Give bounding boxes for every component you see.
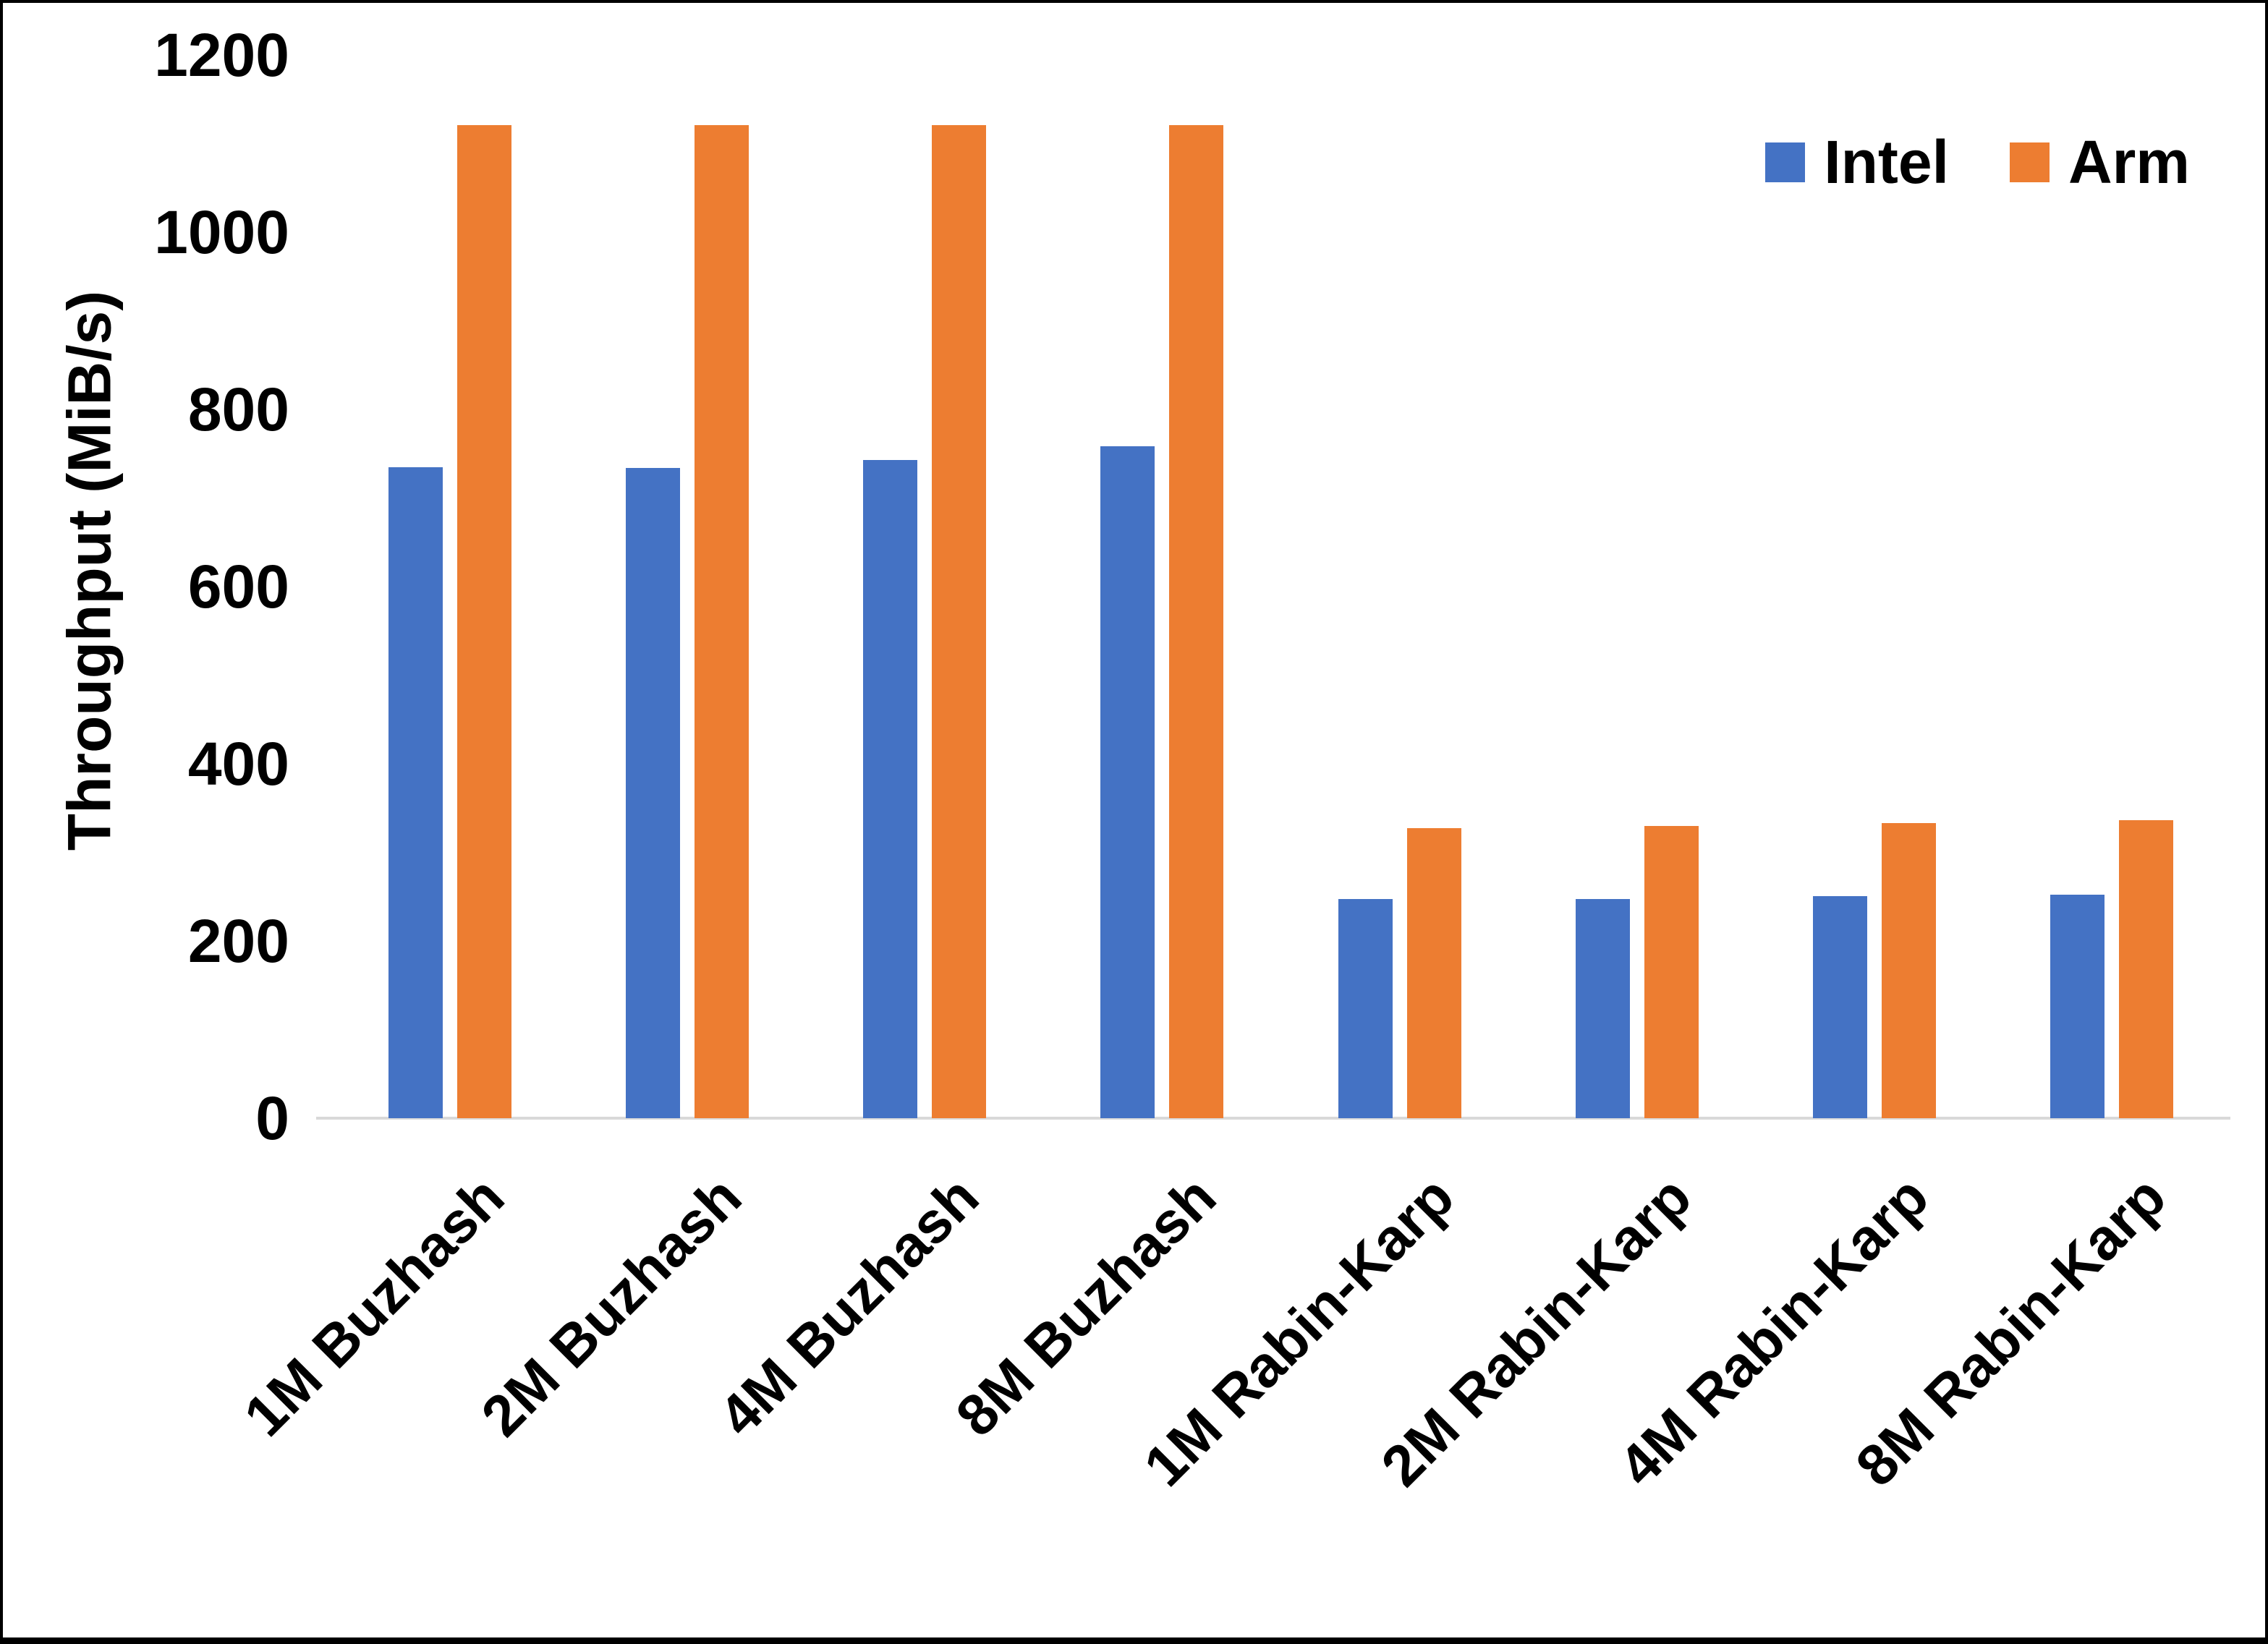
bar-intel-1	[388, 467, 443, 1118]
bar-arm-6	[1644, 825, 1699, 1118]
legend-label: Arm	[2068, 128, 2190, 196]
x-axis-line	[316, 1117, 2230, 1120]
x-tick-label: 4M Rabin-Karp	[1606, 1164, 1941, 1499]
legend-swatch-arm	[2009, 142, 2050, 182]
x-tick-label: 8M Rabin-Karp	[1843, 1164, 2178, 1499]
y-tick-label: 400	[187, 730, 289, 798]
x-tick-label: 8M Buzhash	[943, 1164, 1228, 1449]
bar-arm-5	[1406, 828, 1461, 1118]
bar-intel-8	[2050, 895, 2105, 1118]
legend-label: Intel	[1824, 128, 1949, 196]
y-tick-label: 1000	[154, 198, 289, 266]
legend-item-intel: Intel	[1765, 126, 1949, 198]
bar-arm-2	[695, 124, 749, 1118]
bar-intel-4	[1100, 446, 1155, 1118]
y-tick-label: 200	[187, 907, 289, 975]
bar-arm-8	[2118, 820, 2173, 1118]
bar-arm-3	[932, 124, 987, 1118]
bar-arm-4	[1169, 124, 1224, 1118]
y-tick-label: 800	[187, 375, 289, 443]
x-tick-label: 2M Buzhash	[469, 1164, 754, 1449]
bar-intel-3	[863, 459, 918, 1118]
bar-intel-5	[1338, 899, 1393, 1118]
x-tick-label: 1M Buzhash	[232, 1164, 517, 1449]
y-tick-label: 1200	[154, 21, 289, 89]
bar-intel-6	[1575, 899, 1630, 1118]
bar-intel-2	[626, 467, 681, 1118]
y-tick-label: 0	[255, 1084, 289, 1152]
legend-item-arm: Arm	[2009, 126, 2190, 198]
legend-swatch-intel	[1765, 142, 1806, 182]
x-tick-label: 1M Rabin-Karp	[1131, 1164, 1466, 1499]
bar-arm-1	[457, 124, 511, 1118]
y-tick-label: 600	[187, 553, 289, 621]
x-tick-label: 4M Buzhash	[706, 1164, 991, 1449]
bar-intel-7	[1812, 895, 1867, 1118]
bar-arm-7	[1881, 823, 1936, 1118]
x-tick-label: 2M Rabin-Karp	[1369, 1164, 1704, 1499]
legend: Intel Arm	[1765, 126, 2190, 198]
